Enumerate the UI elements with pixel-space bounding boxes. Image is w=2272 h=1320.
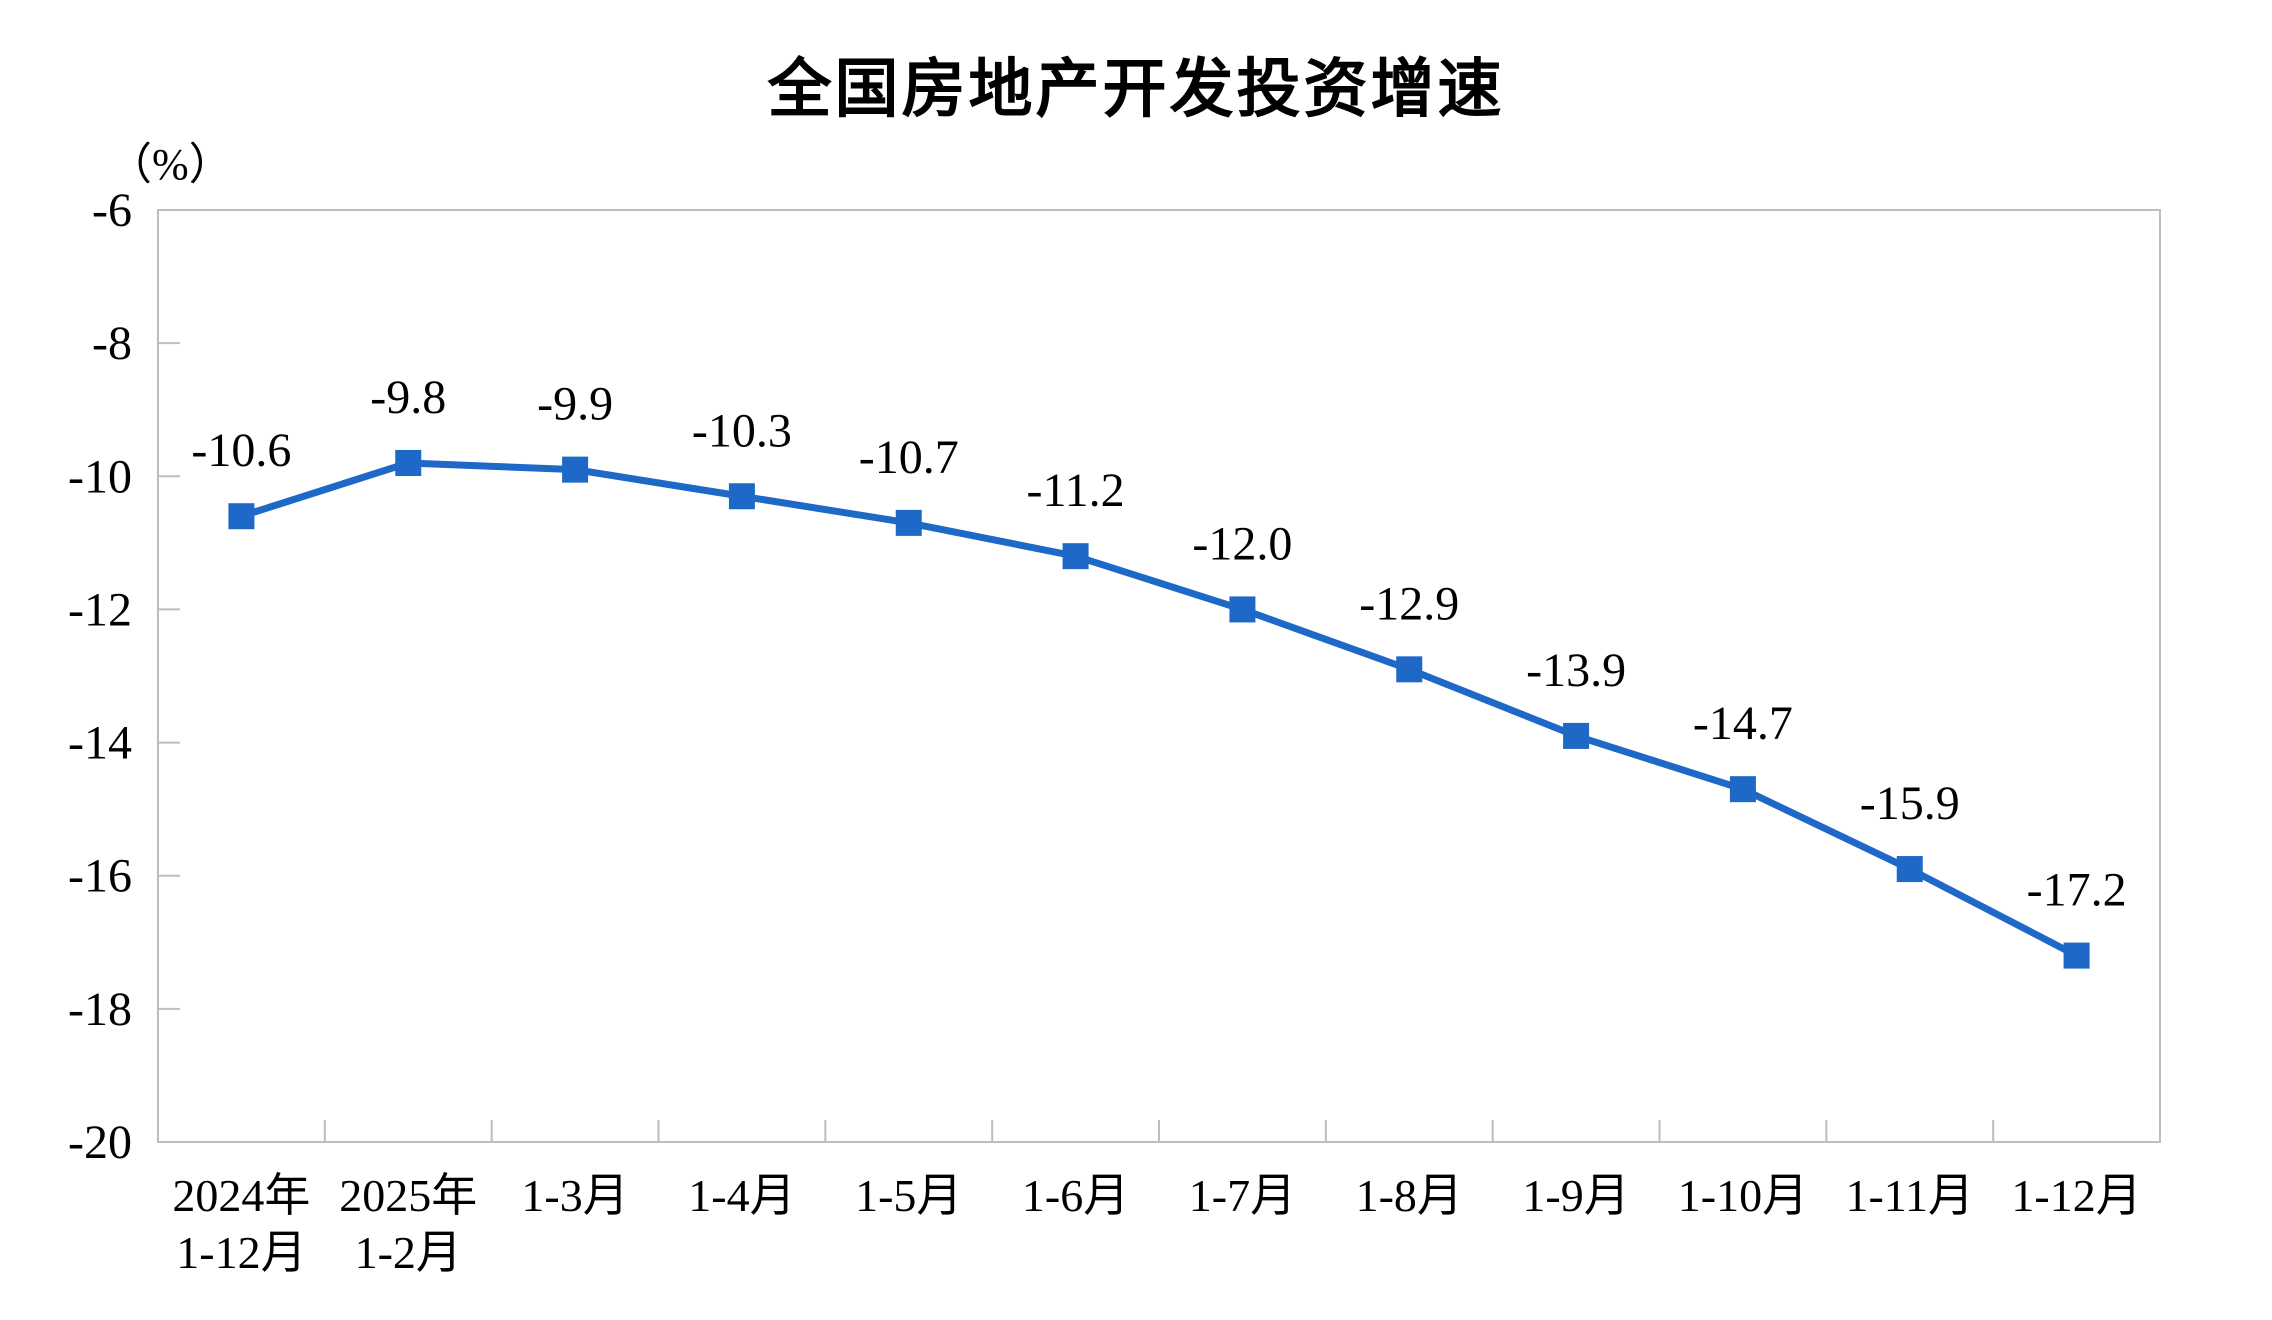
y-axis-tick-label: -16 — [68, 850, 132, 903]
y-axis-tick-label: -6 — [92, 184, 132, 237]
x-axis-tick-label: 1-9月 — [1522, 1170, 1629, 1221]
data-point-marker — [1062, 543, 1089, 570]
data-point-label: -11.2 — [1026, 464, 1124, 517]
y-axis-unit-label: （%） — [108, 140, 233, 189]
data-point-marker — [1563, 722, 1590, 749]
y-axis-tick-label: -8 — [92, 317, 132, 370]
x-axis-tick-label: 1-3月 — [521, 1170, 628, 1221]
data-point-label: -14.7 — [1693, 697, 1793, 750]
data-point-label: -13.9 — [1526, 644, 1626, 697]
data-point-label: -12.9 — [1359, 577, 1459, 630]
data-point-label: -9.9 — [537, 378, 613, 431]
data-point-label: -10.7 — [859, 431, 959, 484]
data-point-label: -10.6 — [191, 424, 291, 477]
y-axis-tick-label: -12 — [68, 583, 132, 636]
x-axis-tick-label: 1-12月 — [176, 1227, 306, 1278]
x-axis-tick-label: 1-12月 — [2011, 1170, 2141, 1221]
data-point-marker — [1896, 856, 1923, 883]
x-axis-tick-label: 2024年 — [172, 1170, 310, 1221]
data-line — [237, 459, 2081, 960]
plot-border — [157, 209, 2161, 1143]
data-point-marker — [228, 503, 255, 530]
data-point-marker — [895, 509, 922, 536]
x-axis-tick-label: 1-6月 — [1022, 1170, 1129, 1221]
data-point-label: -10.3 — [692, 404, 792, 457]
data-point-marker — [1729, 776, 1756, 803]
y-axis-tick-label: -14 — [68, 717, 132, 770]
data-point-label: -9.8 — [370, 371, 446, 424]
data-point-label: -12.0 — [1192, 517, 1292, 570]
x-axis-tick-label: 1-5月 — [855, 1170, 962, 1221]
x-axis-tick-label: 2025年 — [339, 1170, 477, 1221]
data-point-marker — [562, 456, 589, 483]
data-point-label: -17.2 — [2027, 864, 2127, 917]
data-point-marker — [1229, 596, 1256, 623]
x-axis-tick-label: 1-7月 — [1189, 1170, 1296, 1221]
data-point-marker — [728, 483, 755, 510]
x-axis-tick-label: 1-8月 — [1356, 1170, 1463, 1221]
x-axis-tick-label: 1-10月 — [1678, 1170, 1808, 1221]
data-point-marker — [395, 449, 422, 476]
x-axis-tick-label: 1-4月 — [688, 1170, 795, 1221]
y-axis-tick-label: -10 — [68, 450, 132, 503]
y-axis-tick-label: -20 — [68, 1116, 132, 1169]
data-point-label: -15.9 — [1860, 777, 1960, 830]
chart-title: 全国房地产开发投资增速 — [767, 53, 1505, 125]
x-axis-tick-label: 1-2月 — [355, 1227, 462, 1278]
x-axis-tick-label: 1-11月 — [1845, 1170, 1974, 1221]
data-point-marker — [2063, 942, 2090, 969]
y-axis-tick-label: -18 — [68, 983, 132, 1036]
data-point-marker — [1396, 656, 1423, 683]
